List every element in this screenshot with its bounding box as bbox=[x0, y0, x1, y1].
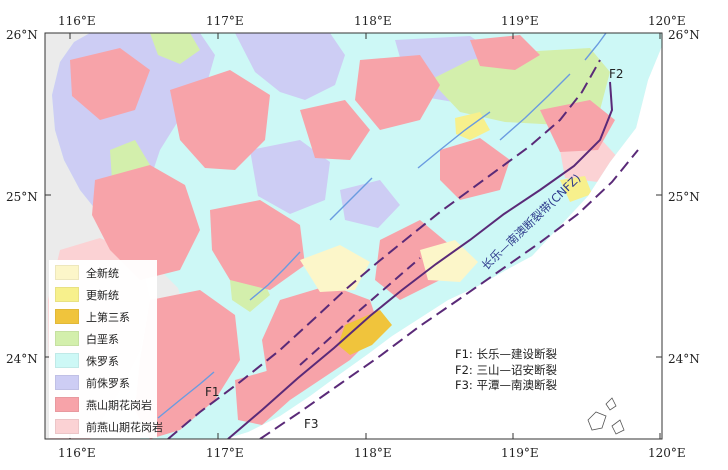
fault-key-f1: F1: 长乐—建设断裂 bbox=[455, 347, 557, 361]
sea-area bbox=[225, 46, 662, 439]
lat-label-right-26: 26°N bbox=[668, 28, 700, 42]
faults bbox=[167, 59, 639, 439]
legend-label: 更新统 bbox=[86, 288, 119, 302]
legend-swatch bbox=[55, 419, 79, 434]
legend-label: 前燕山期花岗岩 bbox=[86, 420, 163, 434]
fault-f2 bbox=[227, 81, 614, 439]
legend-label: 上第三系 bbox=[86, 310, 130, 324]
fault-key: F1: 长乐—建设断裂 F2: 三山—诏安断裂 F3: 平潭—南澳断裂 bbox=[455, 347, 557, 394]
legend-item: 侏罗系 bbox=[55, 352, 119, 369]
legend-swatch bbox=[55, 309, 79, 324]
fault-tag-f1: F1 bbox=[205, 385, 220, 399]
legend-item: 上第三系 bbox=[55, 308, 130, 325]
legend-label: 白垩系 bbox=[86, 332, 119, 346]
lat-label-left-26: 26°N bbox=[6, 28, 38, 42]
rivers bbox=[157, 33, 607, 419]
lon-label-bottom-119: 119°E bbox=[501, 446, 539, 460]
fault-tag-f3: F3 bbox=[304, 417, 319, 431]
legend-item: 更新统 bbox=[55, 286, 119, 303]
legend-label: 全新统 bbox=[86, 266, 119, 280]
lon-label-bottom-116: 116°E bbox=[58, 446, 96, 460]
islands bbox=[587, 397, 625, 435]
fault-key-f3: F3: 平潭—南澳断裂 bbox=[455, 378, 557, 392]
map-frame bbox=[44, 32, 663, 440]
map-legend: 全新统 更新统 上第三系 白垩系 侏罗系 前侏罗系 燕山期花岗岩 前燕山期花岗岩 bbox=[49, 260, 163, 438]
lon-label-bottom-117: 117°E bbox=[206, 446, 244, 460]
legend-item: 全新统 bbox=[55, 264, 119, 281]
lat-label-right-24: 24°N bbox=[668, 352, 700, 366]
legend-item: 白垩系 bbox=[55, 330, 119, 347]
legend-swatch bbox=[55, 397, 79, 412]
lat-label-right-25: 25°N bbox=[668, 190, 700, 204]
lon-label-top-118: 118°E bbox=[354, 14, 392, 28]
fault-f3 bbox=[259, 149, 639, 439]
fault-tag-f2: F2 bbox=[609, 67, 624, 81]
lon-label-top-120: 120°E bbox=[648, 14, 686, 28]
legend-swatch bbox=[55, 375, 79, 390]
fault-splay bbox=[299, 257, 421, 366]
lon-label-top-117: 117°E bbox=[206, 14, 244, 28]
lat-label-left-24: 24°N bbox=[6, 352, 38, 366]
legend-item: 前侏罗系 bbox=[55, 374, 130, 391]
lat-label-left-25: 25°N bbox=[6, 190, 38, 204]
lon-label-top-119: 119°E bbox=[501, 14, 539, 28]
lon-label-bottom-118: 118°E bbox=[354, 446, 392, 460]
lon-label-bottom-120: 120°E bbox=[648, 446, 686, 460]
legend-label: 前侏罗系 bbox=[86, 376, 130, 390]
legend-swatch bbox=[55, 353, 79, 368]
legend-swatch bbox=[55, 331, 79, 346]
lon-label-top-116: 116°E bbox=[58, 14, 96, 28]
fault-key-f2: F2: 三山—诏安断裂 bbox=[455, 362, 557, 377]
legend-label: 侏罗系 bbox=[86, 354, 119, 368]
legend-label: 燕山期花岗岩 bbox=[86, 398, 152, 412]
quaternary-zones bbox=[300, 112, 592, 292]
legend-swatch bbox=[55, 265, 79, 280]
legend-item: 前燕山期花岗岩 bbox=[55, 418, 163, 435]
graticule-ticks bbox=[45, 32, 662, 439]
legend-swatch bbox=[55, 287, 79, 302]
fault-f1 bbox=[167, 59, 601, 439]
legend-item: 燕山期花岗岩 bbox=[55, 396, 152, 413]
neogene-zone bbox=[338, 310, 392, 355]
yanshanian-granite bbox=[70, 35, 615, 439]
